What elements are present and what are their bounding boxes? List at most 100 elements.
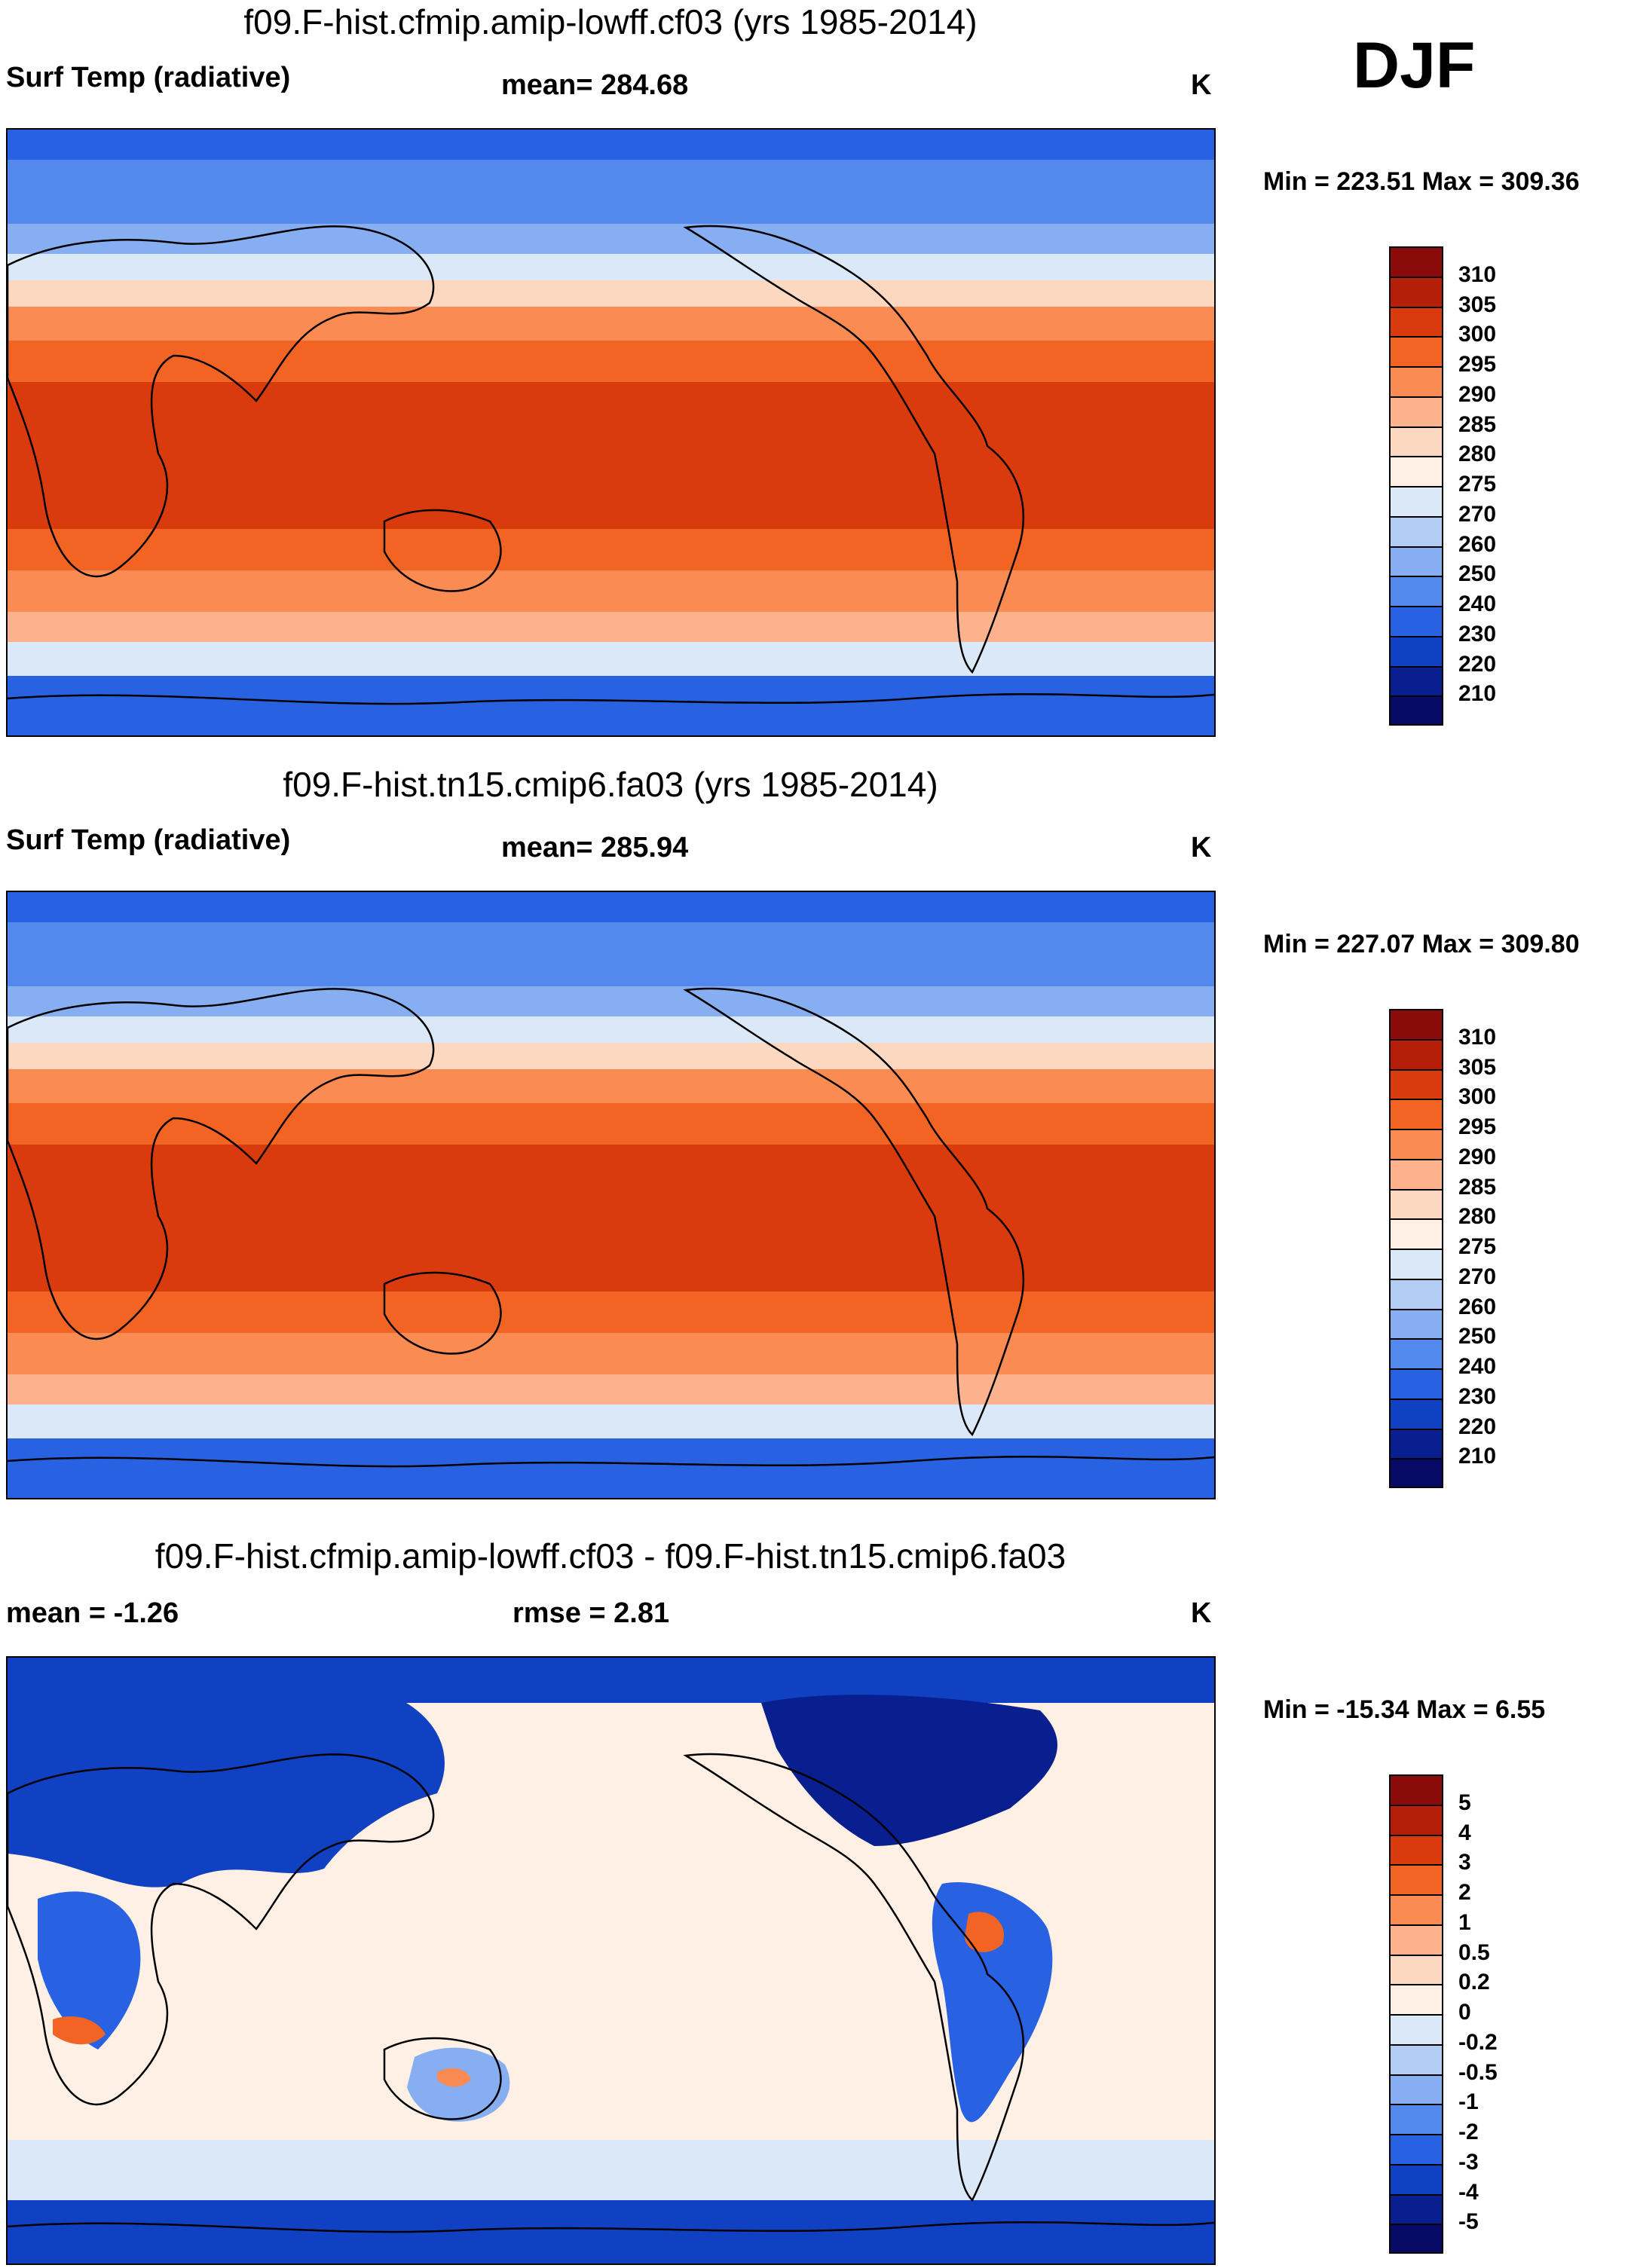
colorbar-tick-label: 250: [1458, 1324, 1497, 1349]
band-antarctica: [8, 1438, 1214, 1498]
colorbar-tick-label: 300: [1458, 1084, 1497, 1110]
colorbar-box: [1389, 2134, 1443, 2164]
australia-coastline: [383, 2037, 502, 2120]
colorbar-box: [1389, 1894, 1443, 1924]
colorbar-box: [1389, 1428, 1443, 1459]
band-arctic: [8, 922, 1214, 990]
colorbar-tick-label: 285: [1458, 411, 1497, 437]
colorbar-tick-label: 230: [1458, 1383, 1497, 1409]
units-label: K: [1191, 832, 1212, 863]
map-plot: [6, 128, 1216, 737]
colorbar-tick-label: 310: [1458, 261, 1497, 287]
band-south-subtropic: [8, 529, 1214, 574]
colorbar-tick-label: -5: [1458, 2209, 1479, 2235]
north-america-cold-anomaly: [761, 1695, 1057, 1846]
colorbar-tick-label: 250: [1458, 561, 1497, 587]
eastern-hemisphere-coastline: [8, 225, 435, 578]
colorbar-tick-label: 280: [1458, 1204, 1497, 1230]
colorbar-box: [1389, 1129, 1443, 1159]
band-subarctic: [8, 224, 1214, 258]
map-plot: [6, 891, 1216, 1499]
panel-model-1: f09.F-hist.cfmip.amip-lowff.cf03 (yrs 19…: [0, 0, 1634, 757]
colorbar-tick-label: 295: [1458, 1114, 1497, 1139]
colorbar-box: [1389, 1099, 1443, 1129]
colorbar-box: [1389, 2074, 1443, 2104]
season-label: DJF: [1353, 29, 1476, 102]
australia-coastline: [383, 1271, 502, 1355]
colorbar-box: [1389, 336, 1443, 366]
colorbar-box: [1389, 606, 1443, 636]
colorbar-box: [1389, 1338, 1443, 1368]
australia-coastline: [383, 509, 502, 592]
colorbar-tick-label: 290: [1458, 381, 1497, 407]
colorbar-box: [1389, 2224, 1443, 2254]
colorbar-box: [1389, 1218, 1443, 1249]
colorbar-box: [1389, 1158, 1443, 1189]
colorbar-tick-label: 260: [1458, 1294, 1497, 1319]
antarctica-coastline: [8, 1455, 1214, 1468]
colorbar-box: [1389, 246, 1443, 277]
colorbar-tick-label: 3: [1458, 1850, 1471, 1875]
band-southern-ocean: [8, 2140, 1214, 2200]
band-south-warm: [8, 1333, 1214, 1378]
colorbar-box: [1389, 2104, 1443, 2134]
colorbar-box: [1389, 276, 1443, 307]
band-north-temperate: [8, 280, 1214, 310]
colorbar-box: [1389, 1864, 1443, 1894]
colorbar-tick-label: 275: [1458, 472, 1497, 497]
band-tropics: [8, 1145, 1214, 1295]
panel-title: f09.F-hist.cfmip.amip-lowff.cf03 (yrs 19…: [243, 2, 978, 41]
colorbar-box: [1389, 396, 1443, 426]
amazon-warm-anomaly: [965, 1912, 1004, 1952]
band-north-temperate: [8, 1043, 1214, 1073]
band-subarctic: [8, 986, 1214, 1020]
south-africa-warm-anomaly: [53, 2016, 106, 2045]
colorbar-box: [1389, 426, 1443, 457]
antarctica-coastline: [8, 2221, 1214, 2233]
colorbar-tick-label: 1: [1458, 1909, 1471, 1935]
difference-map-svg: [8, 1658, 1214, 2263]
colorbar-box: [1389, 1068, 1443, 1099]
band-antarctica: [8, 676, 1214, 735]
colorbar-box: [1389, 306, 1443, 337]
colorbar-box: [1389, 366, 1443, 396]
colorbar-tick-label: 0.5: [1458, 1939, 1490, 1965]
colorbar-box: [1389, 1984, 1443, 2014]
band-north-subtropic: [8, 1103, 1214, 1148]
colorbar-box: [1389, 576, 1443, 606]
colorbar-box: [1389, 1954, 1443, 1985]
antarctica-coastline: [8, 692, 1214, 705]
colorbar-box: [1389, 2043, 1443, 2074]
units-label: K: [1191, 69, 1212, 101]
eastern-hemisphere-coastline: [8, 1753, 435, 2106]
band-north-cold: [8, 254, 1214, 284]
colorbar-tick-label: 260: [1458, 531, 1497, 557]
colorbar-tick-label: 240: [1458, 1354, 1497, 1379]
colorbar-tick-label: -2: [1458, 2120, 1479, 2144]
colorbar-box: [1389, 515, 1443, 546]
band-north-subtropic: [8, 341, 1214, 386]
americas-coastline: [683, 1753, 1024, 2202]
band-south-warm: [8, 570, 1214, 616]
colorbar-box: [1389, 1774, 1443, 1805]
colorbar-box: [1389, 546, 1443, 576]
americas-coastline: [683, 225, 1024, 674]
colorbar-tick-label: 230: [1458, 621, 1497, 646]
variable-label: Surf Temp (radiative): [6, 824, 291, 856]
colorbar-tick-label: 280: [1458, 442, 1497, 467]
panel-model-2: f09.F-hist.tn15.cmip6.fa03 (yrs 1985-201…: [0, 763, 1634, 1520]
colorbar-tick-label: -0.5: [1458, 2059, 1498, 2085]
band-tropics: [8, 382, 1214, 533]
colorbar-box: [1389, 1924, 1443, 1955]
colorbar-box: [1389, 1368, 1443, 1398]
colorbar-box: [1389, 1458, 1443, 1488]
colorbar-box: [1389, 695, 1443, 726]
band-south-temperate: [8, 1374, 1214, 1408]
south-america-cold-anomaly: [932, 1882, 1053, 2123]
colorbar-tick-label: 210: [1458, 1444, 1497, 1469]
colorbar-box: [1389, 665, 1443, 696]
temperature-map-svg: [8, 892, 1214, 1498]
rmse-label: rmse = 2.81: [513, 1597, 670, 1629]
mean-label: mean= 284.68: [501, 69, 689, 101]
colorbar-box: [1389, 1804, 1443, 1835]
